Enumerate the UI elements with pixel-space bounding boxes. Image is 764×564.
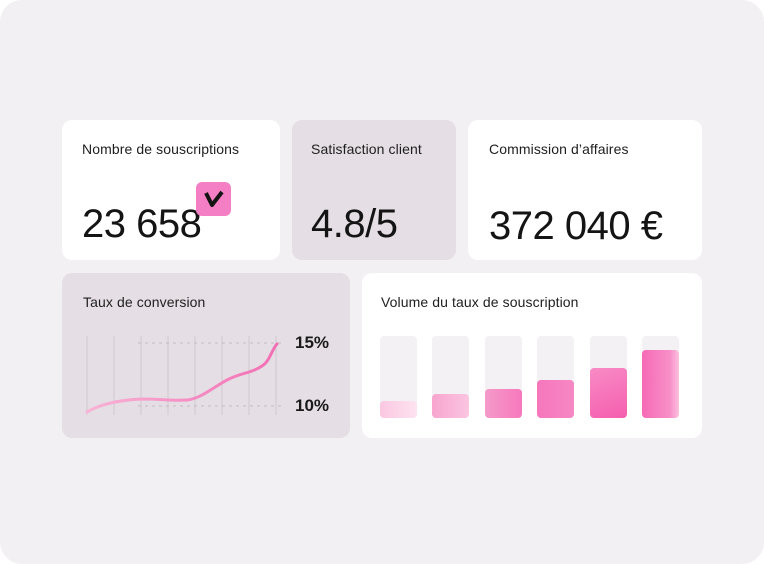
volume-label: Volume du taux de souscription <box>381 294 579 310</box>
check-icon <box>203 190 224 207</box>
satisfaction-label: Satisfaction client <box>311 141 422 157</box>
commission-card: Commission d’affaires 372 040 € <box>468 120 702 260</box>
bar-5 <box>590 336 627 418</box>
bar-2 <box>432 336 469 418</box>
commission-label: Commission d’affaires <box>489 141 629 157</box>
bar-6 <box>642 336 679 418</box>
conversion-card: Taux de conversion 15% 10% <box>62 273 350 438</box>
y-label-15: 15% <box>295 333 330 352</box>
bar-3 <box>485 336 522 418</box>
satisfaction-card: Satisfaction client 4.8/5 <box>292 120 456 260</box>
bar-4 <box>537 336 574 418</box>
volume-card: Volume du taux de souscription <box>362 273 702 438</box>
subscriptions-card: Nombre de souscriptions 23 658 <box>62 120 280 260</box>
y-label-10: 10% <box>295 396 330 415</box>
commission-value: 372 040 € <box>489 204 663 248</box>
conversion-line-chart <box>85 336 284 415</box>
subscriptions-label: Nombre de souscriptions <box>82 141 240 157</box>
conversion-label: Taux de conversion <box>83 294 206 310</box>
bar-1 <box>380 336 417 418</box>
satisfaction-value: 4.8/5 <box>311 202 398 246</box>
check-badge <box>196 182 231 216</box>
subscriptions-value: 23 658 <box>82 202 202 246</box>
